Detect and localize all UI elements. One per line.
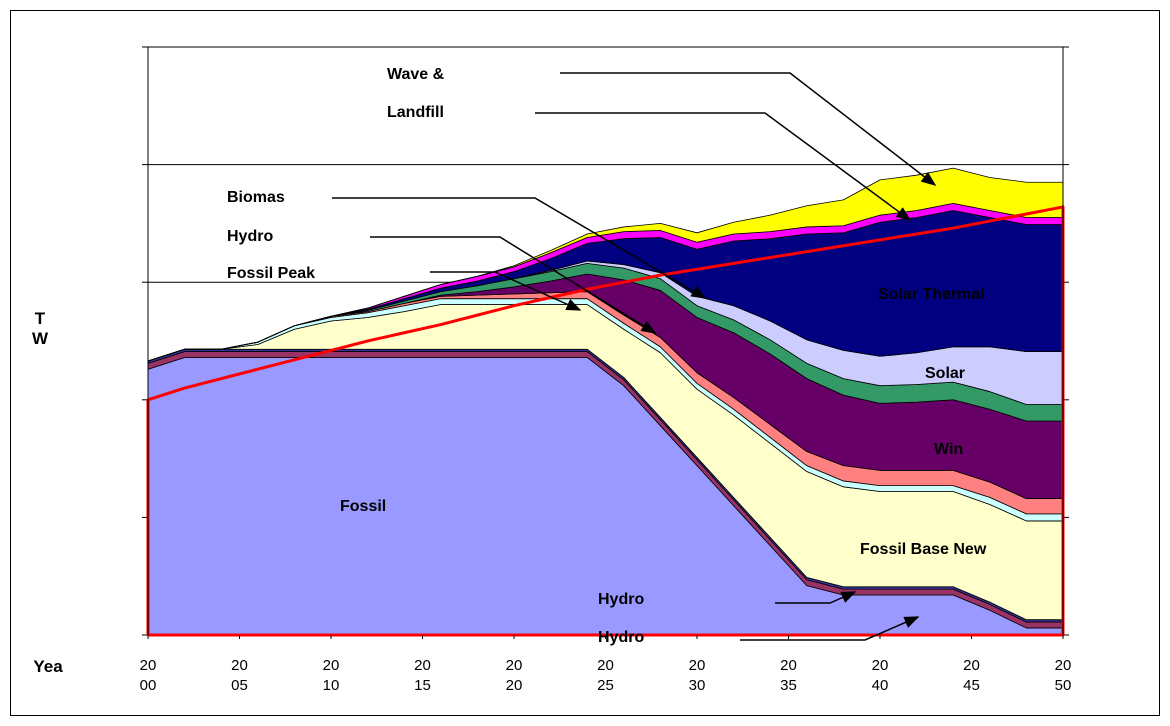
x-tick-label: 20 00 — [140, 657, 157, 694]
series-label: Hydro — [598, 629, 644, 646]
label-arrow — [775, 591, 857, 604]
x-tick-label: 20 25 — [597, 657, 614, 694]
x-tick-label: 20 40 — [872, 657, 889, 694]
x-tick-label: 20 50 — [1055, 657, 1072, 694]
x-tick-label: 20 45 — [963, 657, 980, 694]
x-tick-label: 20 05 — [231, 657, 248, 694]
x-tick-label: 20 30 — [689, 657, 706, 694]
series-label: Win — [934, 441, 963, 458]
label-arrow — [740, 616, 920, 641]
x-tick-label: 20 10 — [323, 657, 340, 694]
series-label: Wave & — [387, 66, 445, 83]
label-arrow — [430, 271, 582, 311]
series-label: Solar — [925, 365, 965, 382]
label-arrow — [535, 112, 912, 221]
series-label: Fossil Base New — [860, 541, 987, 558]
series-label: Fossil — [340, 498, 386, 515]
series-label: Fossil Peak — [227, 265, 315, 282]
series-label: Biomas — [227, 189, 285, 206]
x-tick-label: 20 20 — [506, 657, 523, 694]
x-axis-label: Yea — [33, 657, 63, 676]
label-arrow — [370, 236, 657, 334]
series-label: Solar Thermal — [878, 286, 985, 303]
series-label: Hydro — [227, 228, 273, 245]
label-arrow — [560, 72, 937, 186]
x-tick-label: 20 15 — [414, 657, 431, 694]
demand-line — [146, 205, 1065, 637]
label-arrow — [332, 197, 707, 299]
series-label: Hydro — [598, 591, 644, 608]
series-label: Landfill — [387, 104, 444, 121]
x-tick-label: 20 35 — [780, 657, 797, 694]
